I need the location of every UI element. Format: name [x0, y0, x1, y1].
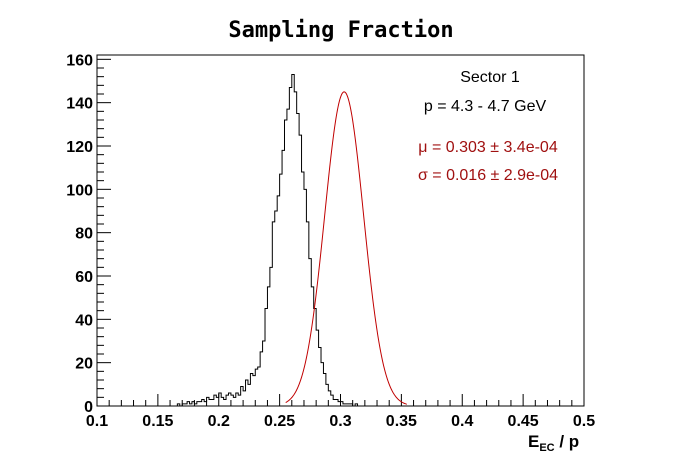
x-axis: 0.1 0.15 0.2 0.25 0.3 0.35 0.4 0.45 0.5 [86, 394, 595, 430]
x-tick-label: 0.1 [86, 413, 108, 430]
x-tick-label: 0.5 [573, 413, 595, 430]
x-axis-label: EEC / p [528, 432, 579, 454]
stat-mu: μ = 0.303 ± 3.4e-04 [418, 139, 558, 156]
y-tick-label: 80 [75, 226, 93, 243]
x-axis-label-sub: EC [539, 442, 554, 454]
stat-sector: Sector 1 [460, 69, 520, 86]
x-tick-label: 0.2 [208, 413, 230, 430]
y-tick-label: 0 [84, 399, 93, 416]
y-tick-label: 140 [66, 96, 93, 113]
stat-momentum: p = 4.3 - 4.7 GeV [424, 98, 547, 115]
chart-title: Sampling Fraction [228, 18, 453, 43]
x-tick-label: 0.25 [264, 413, 295, 430]
y-axis: 0 20 40 60 80 100 120 140 160 [66, 52, 111, 416]
histogram-series [170, 74, 392, 407]
y-tick-label: 40 [75, 312, 93, 329]
y-tick-label: 120 [66, 139, 93, 156]
stat-sigma: σ = 0.016 ± 2.9e-04 [418, 167, 558, 184]
x-tick-label: 0.3 [329, 413, 351, 430]
y-tick-label: 160 [66, 52, 93, 69]
x-axis-label-rest: / p [555, 432, 580, 451]
y-tick-label: 100 [66, 182, 93, 199]
x-tick-label: 0.4 [451, 413, 473, 430]
x-axis-label-main: E [528, 432, 539, 451]
x-tick-label: 0.15 [142, 413, 173, 430]
y-tick-label: 60 [75, 269, 93, 286]
gaussian-fit-curve [285, 91, 407, 405]
x-tick-label: 0.35 [386, 413, 417, 430]
x-tick-label: 0.45 [508, 413, 539, 430]
y-tick-label: 20 [75, 356, 93, 373]
